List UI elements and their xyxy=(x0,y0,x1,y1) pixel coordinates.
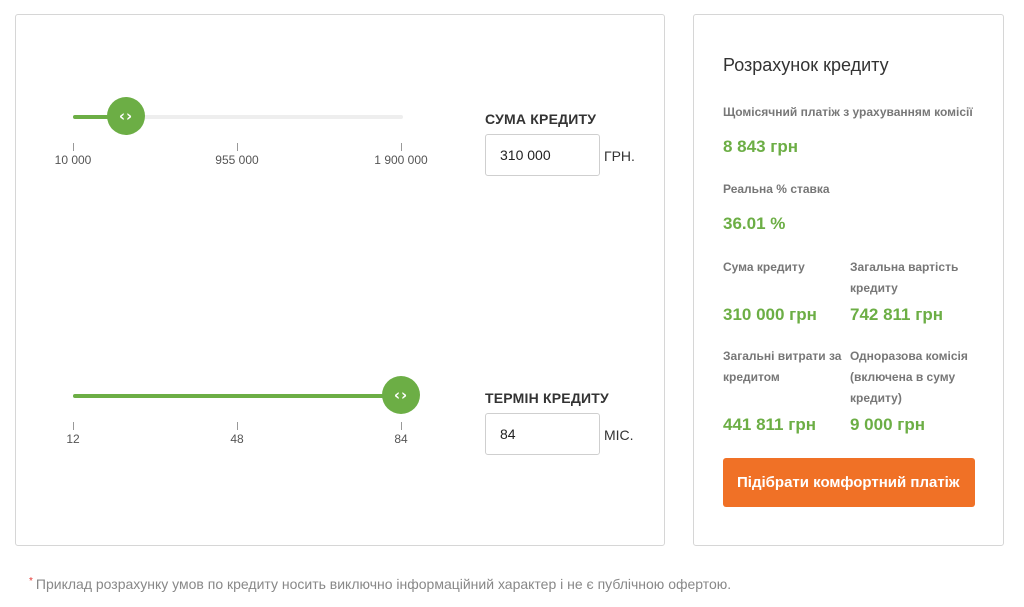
loan-term-slider-thumb[interactable]: ‹› xyxy=(382,376,420,414)
tick-label: 84 xyxy=(394,432,408,446)
one-time-fee-label-line: Одноразова комісія xyxy=(850,349,968,363)
loan-term-input[interactable] xyxy=(485,413,600,455)
loan-amount-slider-thumb[interactable]: ‹› xyxy=(107,97,145,135)
total-expenses-label-line: кредитом xyxy=(723,370,780,384)
one-time-fee-label: Одноразова комісія (включена в суму кред… xyxy=(850,346,968,409)
loan-amount-unit: ГРН. xyxy=(604,148,635,164)
loan-summary-panel: Розрахунок кредиту Щомісячний платіж з у… xyxy=(693,14,1004,546)
loan-amount-slider-track[interactable] xyxy=(73,115,403,119)
loan-amount-input[interactable] xyxy=(485,134,600,176)
asterisk-mark: * xyxy=(29,576,33,587)
tick-mark xyxy=(237,143,238,151)
chevron-left-right-icon: ‹› xyxy=(393,386,409,404)
tick-mark xyxy=(73,422,74,430)
one-time-fee-label-line: (включена в суму xyxy=(850,370,956,384)
loan-sum-value: 310 000 грн xyxy=(723,305,817,324)
loan-term-slider-fill xyxy=(73,394,403,398)
summary-title: Розрахунок кредиту xyxy=(723,55,889,75)
choose-comfortable-payment-button[interactable]: Підібрати комфортний платіж xyxy=(723,458,975,507)
tick-mark xyxy=(237,422,238,430)
tick-mark xyxy=(401,422,402,430)
loan-term-unit: МІС. xyxy=(604,427,634,443)
total-expenses-label-line: Загальні витрати за xyxy=(723,349,842,363)
total-cost-label-line: Загальна вартість xyxy=(850,260,959,274)
monthly-payment-label: Щомісячний платіж з урахуванням комісії xyxy=(723,105,973,119)
loan-sum-label: Сума кредиту xyxy=(723,260,805,274)
disclaimer-text: Приклад розрахунку умов по кредиту носит… xyxy=(35,576,732,592)
one-time-fee-value: 9 000 грн xyxy=(850,415,925,434)
tick-label: 10 000 xyxy=(54,153,92,167)
loan-term-ticks: 12 48 84 xyxy=(66,422,408,452)
loan-amount-slider-fill xyxy=(73,115,126,119)
one-time-fee-label-line: кредиту) xyxy=(850,391,902,405)
total-cost-label: Загальна вартість кредиту xyxy=(850,257,958,299)
disclaimer-footnote: * Приклад розрахунку умов по кредиту носи… xyxy=(29,576,731,592)
monthly-payment-value: 8 843 грн xyxy=(723,137,798,156)
tick-mark xyxy=(401,143,402,151)
loan-term-slider[interactable]: ‹› xyxy=(73,376,420,416)
tick-label: 955 000 xyxy=(215,153,259,167)
total-cost-value: 742 811 грн xyxy=(850,305,943,324)
real-rate-label: Реальна % ставка xyxy=(723,182,830,196)
loan-amount-slider[interactable]: ‹› xyxy=(73,97,403,137)
loan-amount-ticks: 10 000 955 000 1 900 000 xyxy=(55,143,428,173)
tick-label: 12 xyxy=(66,432,80,446)
real-rate-value: 36.01 % xyxy=(723,214,786,233)
tick-label: 48 xyxy=(230,432,244,446)
total-expenses-label: Загальні витрати за кредитом xyxy=(723,346,841,388)
loan-calculator-panel: ‹› 10 000 955 000 1 900 000 СУМА КРЕДИТУ… xyxy=(15,14,665,546)
total-expenses-value: 441 811 грн xyxy=(723,415,816,434)
tick-mark xyxy=(73,143,74,151)
loan-amount-label: СУМА КРЕДИТУ xyxy=(485,111,597,127)
loan-term-label: ТЕРМІН КРЕДИТУ xyxy=(485,390,609,406)
total-cost-label-line: кредиту xyxy=(850,281,898,295)
chevron-left-right-icon: ‹› xyxy=(118,107,134,125)
tick-label: 1 900 000 xyxy=(374,153,428,167)
